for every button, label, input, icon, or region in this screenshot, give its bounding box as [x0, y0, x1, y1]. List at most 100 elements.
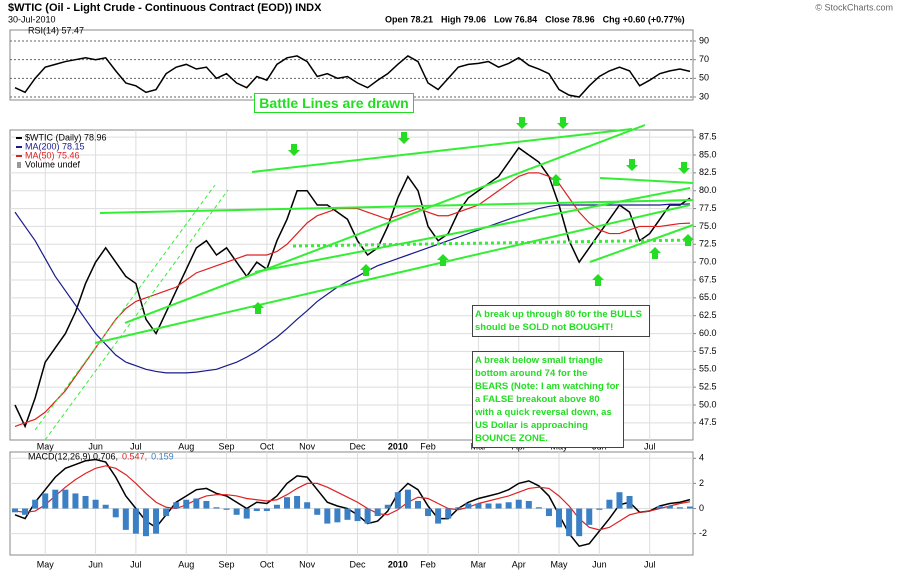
- histogram-bar: [122, 508, 129, 530]
- x-tick-label: Jun: [592, 559, 607, 569]
- histogram-bar: [173, 502, 180, 509]
- histogram-bar: [82, 495, 89, 509]
- histogram-bar: [324, 508, 331, 524]
- arrows: [252, 117, 694, 314]
- x-tick-label: Aug: [178, 559, 194, 569]
- histogram-bar: [425, 508, 432, 517]
- histogram-bar: [505, 502, 512, 509]
- x-tick-label: Mar: [471, 559, 487, 569]
- x-tick-label: Jul: [130, 559, 142, 569]
- panel-frame: [9, 29, 694, 101]
- y-tick-label: 0: [699, 503, 704, 513]
- trendline: [99, 199, 694, 214]
- histogram-bar: [596, 508, 603, 510]
- histogram-bar: [556, 508, 563, 528]
- y-tick-label: 30: [699, 91, 709, 101]
- histogram-bar: [576, 508, 583, 537]
- histogram-bar: [344, 508, 351, 520]
- histogram-bar: [32, 499, 39, 509]
- y-tick-label: 50.0: [699, 399, 717, 409]
- histogram-bar: [354, 508, 361, 522]
- x-tick-label: Jul: [644, 441, 656, 451]
- x-tick-label: Feb: [420, 441, 436, 451]
- trendline: [254, 187, 691, 273]
- header-title: $WTIC (Oil - Light Crude - Continuous Co…: [8, 2, 322, 14]
- x-tick-label: Oct: [260, 559, 275, 569]
- y-tick-label: 80.0: [699, 185, 717, 195]
- x-tick-label: Oct: [260, 441, 275, 451]
- annotation: Battle Lines are drawn: [254, 93, 414, 113]
- legend-label: 0.159: [151, 451, 174, 461]
- arrow: [649, 247, 661, 259]
- trendline: [124, 124, 646, 324]
- histogram-bar: [193, 498, 200, 509]
- legend-label: Volume undef: [25, 159, 81, 169]
- histogram-bar: [22, 508, 29, 515]
- x-tick-label: Jun: [88, 559, 103, 569]
- trendline: [292, 238, 694, 248]
- x-tick-label: May: [551, 559, 569, 569]
- histogram-bar: [213, 507, 220, 509]
- y-tick-label: 70: [699, 54, 709, 64]
- y-tick-label: 57.5: [699, 346, 717, 356]
- histogram-bar: [404, 489, 411, 509]
- x-tick-label: Nov: [299, 559, 316, 569]
- x-tick-label: 2010: [388, 441, 408, 451]
- arrow: [252, 302, 264, 314]
- y-tick-label: 52.5: [699, 382, 717, 392]
- quote-item: Open 78.21: [385, 14, 433, 24]
- histogram-bar: [102, 504, 109, 509]
- histogram-bar: [364, 508, 371, 524]
- trendline: [34, 184, 216, 431]
- x-tick-label: Sep: [219, 441, 235, 451]
- y-tick-label: 50: [699, 73, 709, 83]
- x-tick-label: 2010: [388, 559, 408, 569]
- arrow: [437, 254, 449, 266]
- arrow: [550, 174, 562, 186]
- histogram-bar: [525, 500, 532, 509]
- histogram-bar: [223, 508, 230, 510]
- y-tick-label: -2: [699, 528, 707, 538]
- trendline: [44, 189, 229, 441]
- y-tick-label: 60.0: [699, 328, 717, 338]
- histogram-bar: [435, 508, 442, 524]
- series-line: [14, 55, 691, 98]
- histogram-bar: [626, 495, 633, 509]
- annotation: A break up through 80 for the BULLS shou…: [472, 305, 650, 337]
- histogram-bar: [233, 508, 240, 515]
- arrow: [516, 117, 528, 129]
- histogram-bar: [394, 492, 401, 509]
- arrow: [288, 144, 300, 156]
- histogram-bar: [475, 503, 482, 509]
- histogram-bar: [495, 503, 502, 509]
- trendlines: [34, 124, 694, 441]
- legend-label: MA(50) 75.46: [25, 150, 80, 160]
- histogram-bar: [253, 508, 260, 512]
- quote-item: Low 76.84: [494, 14, 537, 24]
- x-tick-label: Aug: [178, 441, 194, 451]
- quote: Open 78.21 High 79.06 Low 76.84 Close 78.96…: [385, 14, 685, 24]
- legend-label: $WTIC (Daily) 78.96: [25, 132, 107, 142]
- arrow: [682, 234, 694, 246]
- x-tick-label: May: [37, 441, 55, 451]
- histogram-bar: [62, 489, 69, 509]
- histogram-bar: [263, 508, 270, 512]
- y-tick-label: 82.5: [699, 167, 717, 177]
- y-tick-label: 72.5: [699, 239, 717, 249]
- quote-item: Close 78.96: [545, 14, 595, 24]
- histogram-bar: [606, 499, 613, 509]
- series-line: [14, 458, 691, 548]
- x-tick-label: Feb: [420, 559, 436, 569]
- copyright: © StockCharts.com: [815, 2, 893, 12]
- histogram-bar: [203, 500, 210, 509]
- legend-label: MACD(12,26,9) 0.706,: [28, 451, 118, 461]
- histogram-bar: [465, 503, 472, 509]
- x-tick-label: Sep: [219, 559, 235, 569]
- arrow: [398, 132, 410, 144]
- histogram-bar: [273, 504, 280, 509]
- histogram-bar: [445, 508, 452, 519]
- annotation: A break below small triangle bottom arou…: [472, 351, 624, 448]
- histogram-bar: [485, 503, 492, 509]
- histogram-bar: [545, 508, 552, 517]
